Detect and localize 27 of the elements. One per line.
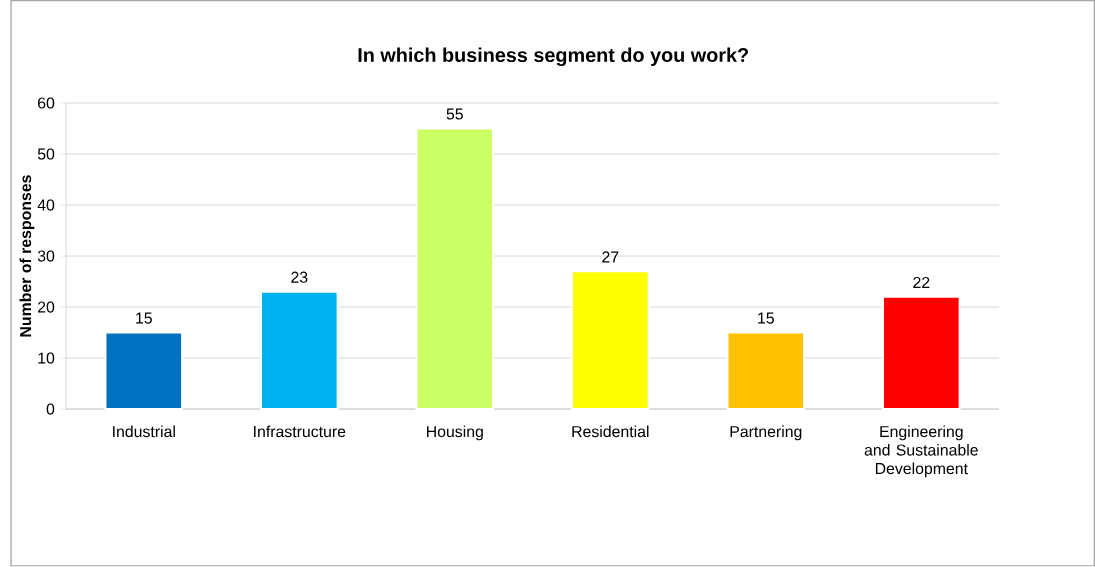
x-tick-label: Industrial — [113, 425, 175, 438]
x-tick-label: Residential — [572, 425, 649, 438]
data-label: 23 — [291, 271, 308, 284]
data-label: 27 — [602, 251, 619, 263]
y-tick-label: 0 — [46, 403, 55, 415]
x-tick-label: Partnering — [730, 425, 802, 441]
x-tick-label: Housing — [427, 425, 483, 441]
bar — [415, 127, 495, 411]
y-tick-label: 40 — [37, 199, 55, 211]
data-label: 15 — [136, 312, 152, 324]
bar — [882, 296, 961, 411]
y-tick-label: 50 — [37, 148, 55, 160]
data-label: 22 — [913, 277, 930, 289]
bar — [260, 290, 339, 411]
bar — [104, 331, 184, 411]
data-label: 55 — [446, 108, 463, 120]
x-tick-label: Infrastructure — [254, 425, 346, 438]
y-tick-label: 10 — [38, 352, 55, 364]
y-tick-label: 60 — [38, 97, 55, 109]
chart-title: In which business segment do you work? — [358, 47, 748, 67]
bar — [571, 270, 650, 411]
bar — [726, 331, 806, 411]
data-label: 15 — [758, 312, 774, 324]
y-tick-label: 20 — [38, 301, 55, 313]
y-axis-title: Number of responses — [19, 175, 35, 337]
x-tick-label: Engineering and Sustainable Development — [864, 425, 978, 478]
y-tick-label: 30 — [37, 250, 55, 262]
